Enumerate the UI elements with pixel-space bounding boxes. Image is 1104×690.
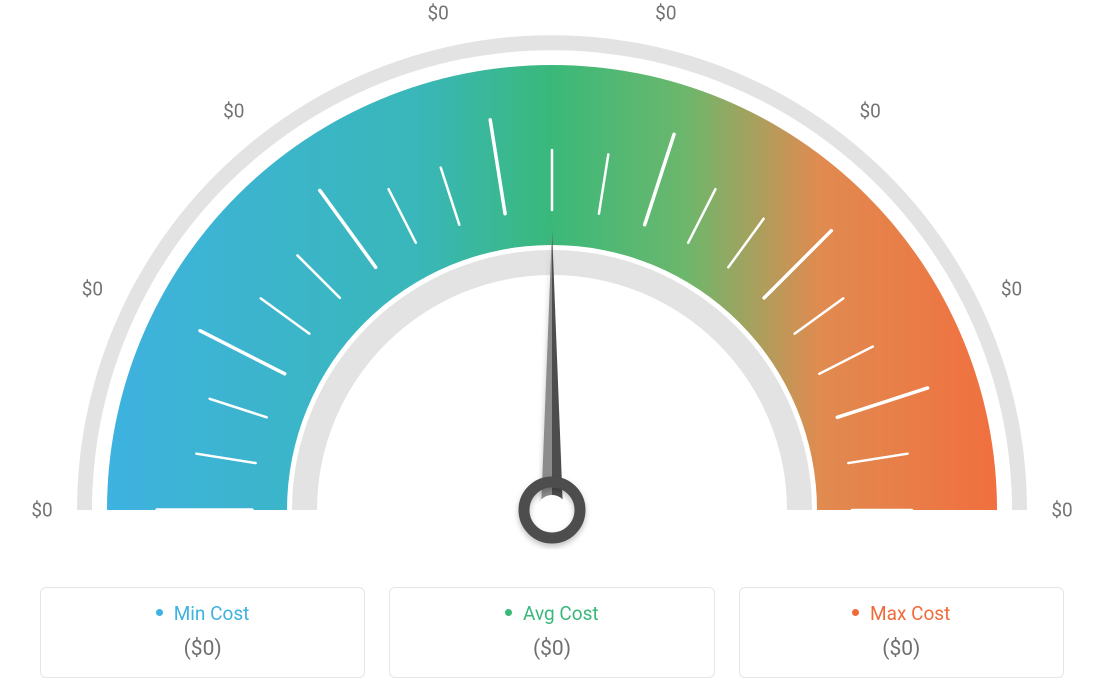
gauge-tick-label: $0 — [427, 1, 448, 24]
legend-card-max: Max Cost ($0) — [739, 587, 1064, 678]
legend-value-avg: ($0) — [400, 637, 703, 661]
gauge-tick-label: $0 — [1001, 277, 1022, 300]
gauge-svg — [0, 0, 1104, 560]
legend-dot-min — [156, 609, 163, 616]
legend-value-max: ($0) — [750, 637, 1053, 661]
legend-label-max: Max Cost — [870, 602, 950, 625]
legend-title-max: Max Cost — [750, 602, 1053, 625]
cost-gauge-widget: $0 $0 $0 $0 $0 $0 $0 $0 Min Cost ($0) Avg Cost … — [0, 0, 1104, 690]
gauge-tick-label: $0 — [223, 100, 244, 123]
legend-label-avg: Avg Cost — [523, 602, 599, 625]
gauge-area: $0 $0 $0 $0 $0 $0 $0 $0 — [0, 0, 1104, 560]
gauge-tick-label: $0 — [1051, 499, 1072, 522]
legend-dot-avg — [505, 609, 512, 616]
legend-row: Min Cost ($0) Avg Cost ($0) Max Cost ($0… — [0, 587, 1104, 678]
gauge-tick-label: $0 — [82, 277, 103, 300]
legend-card-min: Min Cost ($0) — [40, 587, 365, 678]
legend-title-avg: Avg Cost — [400, 602, 703, 625]
legend-title-min: Min Cost — [51, 602, 354, 625]
gauge-tick-label: $0 — [655, 1, 676, 24]
legend-value-min: ($0) — [51, 637, 354, 661]
legend-dot-max — [852, 609, 859, 616]
legend-card-avg: Avg Cost ($0) — [389, 587, 714, 678]
gauge-tick-label: $0 — [31, 499, 52, 522]
legend-label-min: Min Cost — [174, 602, 250, 625]
gauge-tick-label: $0 — [859, 100, 880, 123]
